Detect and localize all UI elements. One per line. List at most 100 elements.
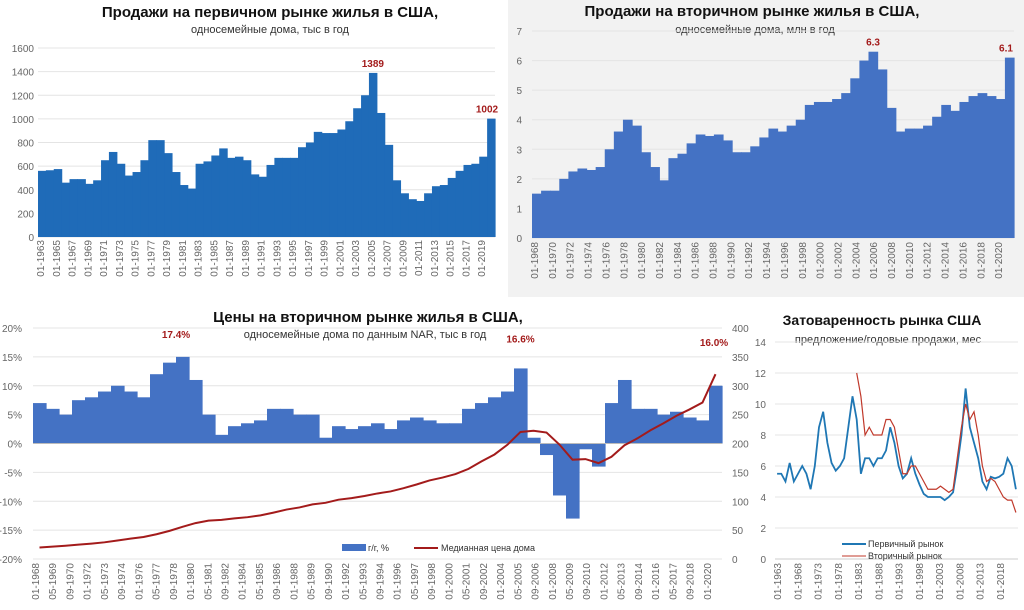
y-tick-label: -5% — [4, 468, 22, 479]
yoy-bar — [540, 443, 554, 456]
yoy-bar — [449, 423, 463, 444]
legend-label-price: Медианная цена дома — [441, 543, 535, 553]
legend-label-yoy: г/г, % — [368, 543, 389, 553]
x-tick-label: 01-1998 — [915, 563, 926, 600]
peak-annotation: 6.3 — [866, 38, 880, 49]
x-tick-label: 01-1997 — [304, 240, 315, 277]
y-tick-label: 14 — [755, 338, 767, 349]
peak-annotation: 6.1 — [999, 44, 1013, 55]
x-tick-label: 01-1971 — [99, 240, 110, 277]
y-tick-label: 15% — [2, 353, 22, 364]
area-bar — [568, 171, 579, 238]
yoy-bar — [553, 443, 567, 496]
area-bar — [823, 101, 833, 238]
yoy-bar — [410, 417, 424, 444]
yoy-bar — [527, 437, 541, 444]
x-tick-label: 01-1978 — [619, 242, 630, 279]
yoy-bar — [501, 391, 515, 444]
area-bar — [148, 140, 157, 237]
x-tick-label: 01-2013 — [430, 240, 441, 277]
area-bar — [447, 177, 457, 237]
x-tick-label: 09-2010 — [582, 563, 593, 600]
x-tick-label: 05-1973 — [100, 563, 111, 600]
x-tick-label: 01-1996 — [393, 563, 404, 600]
area-bar — [986, 96, 997, 238]
y-tick-label: 2 — [516, 175, 522, 186]
x-tick-label: 01-1990 — [726, 242, 737, 279]
x-tick-label: 01-1973 — [814, 563, 825, 600]
yoy-bar — [371, 423, 385, 444]
x-tick-label: 01-1976 — [601, 242, 612, 279]
area-bar — [959, 101, 970, 238]
x-tick-label: 01-2014 — [941, 242, 952, 279]
area-bar — [439, 185, 449, 237]
area-bar — [361, 95, 370, 237]
area-bar — [471, 163, 480, 237]
area-bar — [686, 143, 697, 238]
x-tick-label: 05-1977 — [152, 563, 163, 600]
area-bar — [832, 99, 842, 238]
x-tick-label: 09-1986 — [272, 563, 283, 600]
yoy-bar — [644, 408, 658, 444]
x-tick-label: 01-2000 — [444, 563, 455, 600]
area-bar — [282, 157, 291, 237]
area-bar — [368, 72, 378, 237]
x-tick-label: 01-2012 — [599, 563, 610, 600]
chart1-title: Продажи на первичном рынке жилья в США, — [102, 4, 438, 21]
y2-tick-label: 200 — [732, 440, 749, 451]
yoy-bar — [423, 420, 437, 444]
x-tick-label: 01-1984 — [673, 242, 684, 279]
x-tick-label: 01-1976 — [134, 563, 145, 600]
y-tick-label: 0 — [28, 233, 34, 244]
y-tick-label: 20% — [2, 324, 22, 335]
yoy-bar — [475, 403, 489, 444]
x-tick-label: 01-2019 — [477, 240, 488, 277]
x-tick-label: 01-1995 — [288, 240, 299, 277]
area-bar — [171, 172, 181, 237]
area-bar — [923, 125, 933, 238]
x-tick-label: 01-1999 — [320, 240, 331, 277]
area-bar — [392, 180, 402, 237]
area-bar — [408, 199, 417, 237]
yoy-bar — [293, 414, 307, 444]
yoy-bar — [670, 411, 684, 444]
area-bar — [541, 190, 551, 238]
y2-tick-label: 300 — [732, 382, 749, 393]
area-bar — [211, 155, 220, 237]
y-tick-label: 6 — [760, 462, 766, 473]
x-tick-label: 01-1980 — [637, 242, 648, 279]
y-tick-label: -15% — [0, 526, 22, 537]
yoy-bar — [163, 362, 177, 444]
y-tick-label: -20% — [0, 555, 22, 566]
x-tick-label: 05-2013 — [617, 563, 628, 600]
area-bar — [659, 180, 670, 238]
chart1-subtitle: односемейные дома, тыс в год — [191, 24, 349, 36]
area-bar — [950, 110, 961, 238]
legend-label-primary: Первичный рынок — [868, 539, 943, 549]
yoy-bar — [176, 356, 190, 444]
x-tick-label: 05-1985 — [255, 563, 266, 600]
x-tick-label: 01-1981 — [178, 240, 189, 277]
x-tick-label: 09-1998 — [427, 563, 438, 600]
peak-annotation: 1002 — [476, 105, 499, 116]
x-tick-label: 01-1987 — [225, 240, 236, 277]
area-bar — [305, 142, 315, 237]
area-bar — [613, 131, 624, 238]
x-tick-label: 01-2020 — [994, 242, 1005, 279]
yoy-bar — [696, 420, 710, 444]
yoy-bar — [462, 408, 476, 444]
x-tick-label: 05-1993 — [358, 563, 369, 600]
y2-tick-label: 100 — [732, 497, 749, 508]
yoy-bar — [241, 423, 255, 444]
yoy-bar — [150, 374, 164, 444]
area-bar — [968, 96, 979, 238]
y-tick-label: 600 — [17, 162, 34, 173]
area-bar — [179, 185, 189, 237]
area-bar — [353, 108, 362, 238]
y-tick-label: 0% — [8, 440, 23, 451]
area-bar — [913, 128, 924, 238]
x-tick-label: 01-1968 — [793, 563, 804, 600]
area-bar — [577, 168, 588, 238]
area-bar — [242, 160, 252, 237]
